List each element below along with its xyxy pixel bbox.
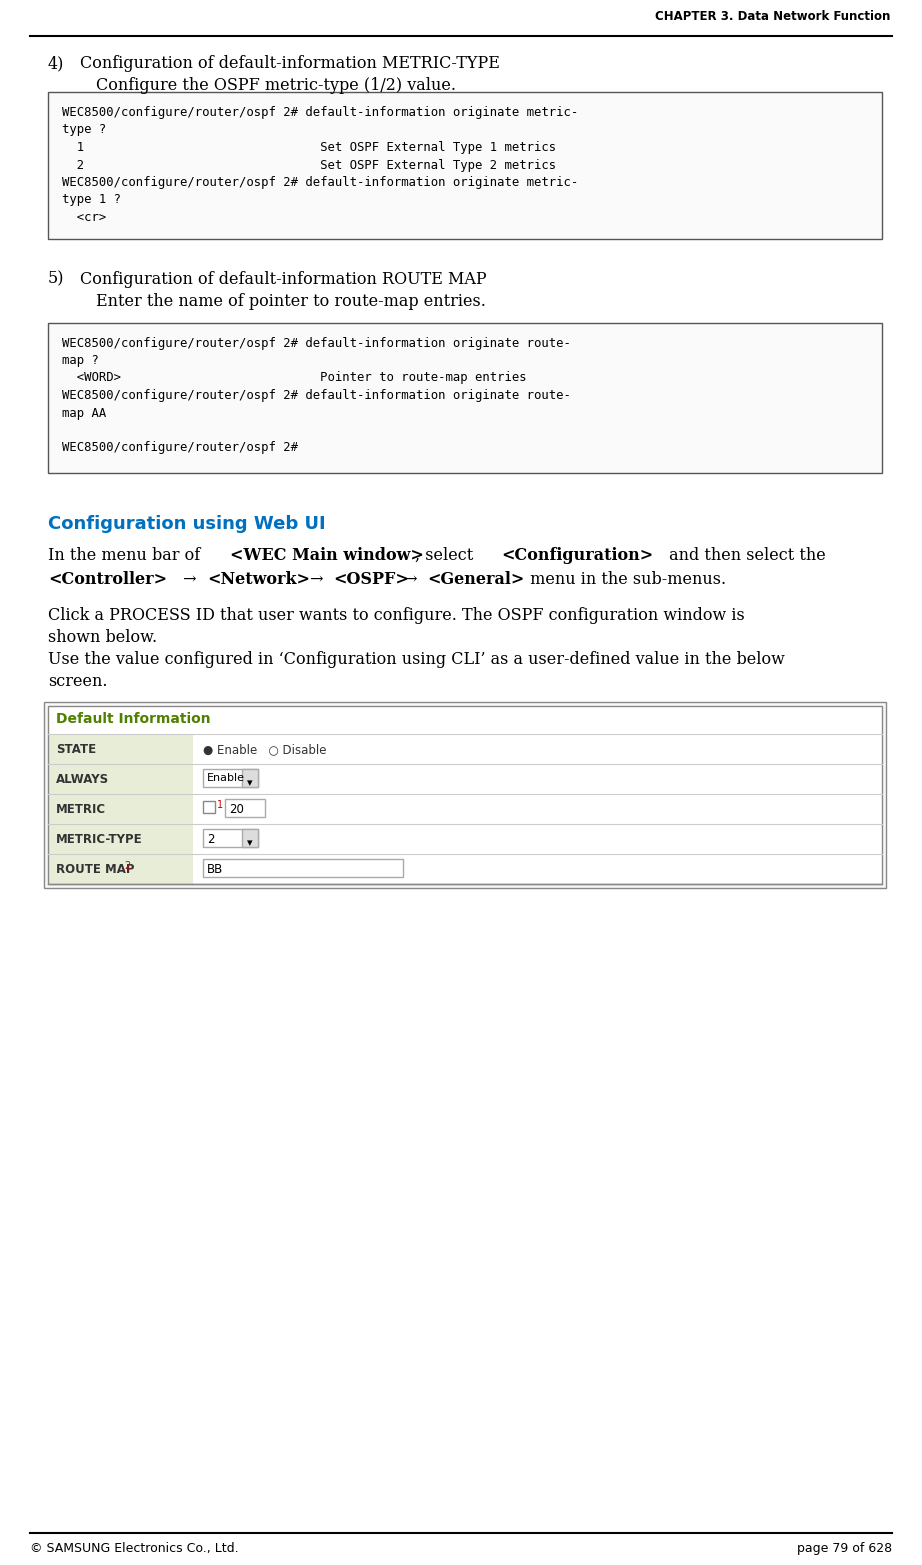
Bar (48, 764, 193, 793)
Bar (48, 793, 193, 825)
Text: , select: , select (415, 548, 479, 563)
Text: 2                                Set OSPF External Type 2 metrics: 2 Set OSPF External Type 2 metrics (62, 158, 556, 172)
Text: 1                                Set OSPF External Type 1 metrics: 1 Set OSPF External Type 1 metrics (62, 141, 556, 153)
Text: and then select the: and then select the (664, 548, 825, 563)
Text: In the menu bar of: In the menu bar of (48, 548, 206, 563)
Text: 2: 2 (207, 833, 215, 847)
Text: <WORD>                           Pointer to route-map entries: <WORD> Pointer to route-map entries (62, 371, 526, 385)
Text: WEC8500/configure/router/ospf 2# default-information originate metric-: WEC8500/configure/router/ospf 2# default… (62, 175, 578, 189)
Text: ROUTE MAP: ROUTE MAP (56, 862, 138, 876)
Text: type ?: type ? (62, 124, 106, 136)
Text: 5): 5) (48, 271, 65, 288)
Bar (203, 768, 258, 787)
Text: <WEC Main window>: <WEC Main window> (230, 548, 424, 563)
Text: →: → (398, 571, 422, 588)
Text: BB: BB (207, 862, 223, 876)
Text: <Configuration>: <Configuration> (501, 548, 653, 563)
Bar (48, 322, 882, 473)
Text: menu in the sub-menus.: menu in the sub-menus. (526, 571, 727, 588)
Text: WEC8500/configure/router/ospf 2#: WEC8500/configure/router/ospf 2# (62, 441, 298, 454)
Text: →: → (178, 571, 202, 588)
Bar (242, 829, 258, 847)
Text: <Controller>: <Controller> (48, 571, 167, 588)
Bar (48, 734, 882, 764)
Text: WEC8500/configure/router/ospf 2# default-information originate route-: WEC8500/configure/router/ospf 2# default… (62, 336, 571, 349)
Text: page 79 of 628: page 79 of 628 (797, 1542, 892, 1556)
Bar (48, 825, 882, 854)
Bar (48, 793, 882, 825)
Text: ● Enable   ○ Disable: ● Enable ○ Disable (203, 743, 326, 756)
Bar (48, 706, 882, 884)
Text: METRIC-TYPE: METRIC-TYPE (56, 833, 143, 847)
Text: Enable: Enable (207, 773, 245, 782)
Bar (44, 703, 886, 887)
Text: Enter the name of pointer to route-map entries.: Enter the name of pointer to route-map e… (96, 293, 486, 310)
Text: <cr>: <cr> (62, 211, 106, 224)
Text: map ?: map ? (62, 354, 99, 368)
Bar (48, 764, 882, 793)
Text: METRIC: METRIC (56, 803, 106, 815)
Bar (203, 859, 403, 876)
Bar (48, 706, 882, 734)
Text: →: → (305, 571, 328, 588)
Bar (242, 768, 258, 787)
Bar (48, 854, 193, 884)
Text: <General>: <General> (428, 571, 525, 588)
Text: Configuration of default-information ROUTE MAP: Configuration of default-information ROU… (80, 271, 487, 288)
Text: Configuration using Web UI: Configuration using Web UI (48, 515, 325, 534)
Text: WEC8500/configure/router/ospf 2# default-information originate route-: WEC8500/configure/router/ospf 2# default… (62, 390, 571, 402)
Text: screen.: screen. (48, 673, 108, 690)
Text: © SAMSUNG Electronics Co., Ltd.: © SAMSUNG Electronics Co., Ltd. (30, 1542, 239, 1556)
Text: Configuration of default-information METRIC-TYPE: Configuration of default-information MET… (80, 55, 500, 72)
Bar (203, 801, 215, 812)
Text: ▾: ▾ (247, 778, 253, 789)
Bar (203, 829, 258, 847)
Text: ▾: ▾ (247, 837, 253, 848)
Text: shown below.: shown below. (48, 629, 157, 646)
Text: map AA: map AA (62, 407, 106, 419)
Text: type 1 ?: type 1 ? (62, 194, 121, 207)
Bar (48, 92, 882, 238)
Bar (48, 734, 193, 764)
Text: 20: 20 (229, 803, 244, 815)
Bar (48, 854, 882, 884)
Text: STATE: STATE (56, 743, 96, 756)
Bar (48, 825, 193, 854)
Bar (225, 800, 265, 817)
Text: Click a PROCESS ID that user wants to configure. The OSPF configuration window i: Click a PROCESS ID that user wants to co… (48, 607, 745, 624)
Text: Default Information: Default Information (56, 712, 210, 726)
Text: WEC8500/configure/router/ospf 2# default-information originate metric-: WEC8500/configure/router/ospf 2# default… (62, 106, 578, 119)
Text: 4): 4) (48, 55, 65, 72)
Text: <Network>: <Network> (207, 571, 310, 588)
Text: ALWAYS: ALWAYS (56, 773, 109, 786)
Text: Use the value configured in ‘Configuration using CLI’ as a user-defined value in: Use the value configured in ‘Configurati… (48, 651, 785, 668)
Text: <OSPF>: <OSPF> (334, 571, 409, 588)
Text: Configure the OSPF metric-type (1/2) value.: Configure the OSPF metric-type (1/2) val… (96, 77, 456, 94)
Text: 2: 2 (124, 861, 130, 872)
Text: 1: 1 (217, 800, 223, 811)
Text: CHAPTER 3. Data Network Function: CHAPTER 3. Data Network Function (655, 9, 890, 23)
